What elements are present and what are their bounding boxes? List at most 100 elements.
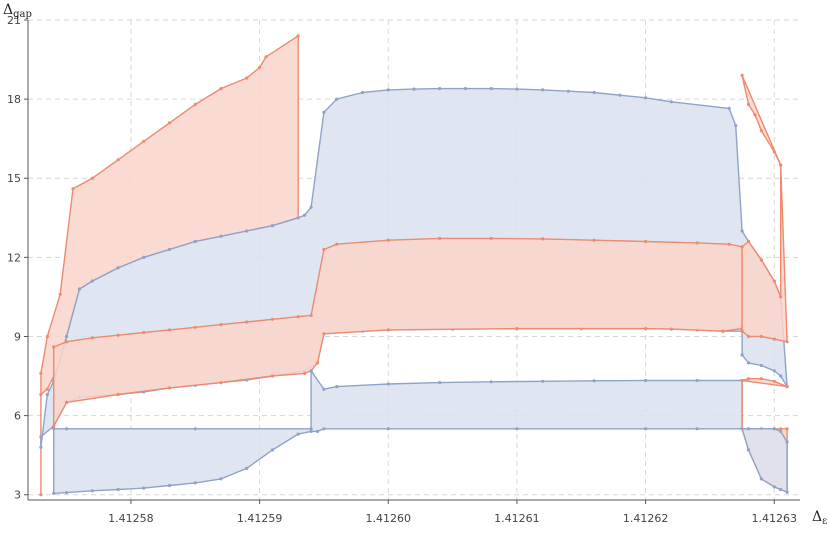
data-point (592, 90, 596, 95)
data-point (315, 429, 320, 433)
data-point (566, 89, 571, 93)
data-point (759, 377, 764, 381)
data-point (296, 34, 300, 38)
data-point (322, 427, 326, 431)
data-point (541, 379, 545, 383)
data-point (142, 255, 146, 259)
data-point (772, 379, 776, 383)
data-point (779, 487, 783, 492)
data-point (335, 97, 339, 101)
data-point (644, 327, 648, 331)
series-region-blue (740, 427, 789, 494)
data-point (296, 432, 300, 436)
x-tick-label: 1.41263 (752, 512, 798, 525)
data-point (167, 121, 172, 125)
data-point (296, 315, 300, 319)
data-point (193, 239, 197, 244)
data-point (386, 238, 390, 242)
data-point (193, 427, 197, 431)
data-point (772, 150, 776, 154)
data-point (592, 238, 596, 242)
data-point (727, 242, 731, 246)
data-point (740, 73, 744, 77)
data-point (270, 374, 275, 378)
data-point (45, 387, 49, 391)
data-point (322, 110, 326, 114)
data-point (759, 129, 764, 133)
data-point (335, 385, 339, 389)
data-point (270, 224, 275, 228)
y-axis-label: Δgap (3, 2, 32, 20)
data-point (695, 378, 699, 383)
data-point (245, 466, 249, 470)
data-point (734, 123, 738, 128)
data-point (193, 102, 197, 106)
series-region-orange (52, 236, 744, 428)
data-point (412, 87, 416, 91)
data-point (740, 229, 744, 233)
data-point (77, 287, 82, 291)
data-point (759, 258, 764, 262)
data-point (644, 427, 648, 431)
data-point (39, 371, 43, 375)
data-point (322, 247, 326, 252)
x-tick-label: 1.41258 (108, 512, 154, 525)
data-point (315, 361, 320, 365)
series-region-orange (740, 73, 789, 344)
y-tick-label: 3 (14, 489, 21, 502)
data-point (740, 427, 744, 431)
data-point (721, 329, 725, 333)
data-point (270, 448, 275, 452)
series-areas (39, 34, 789, 497)
data-point (303, 213, 307, 217)
data-point (335, 242, 339, 246)
data-point (245, 76, 249, 80)
data-point (438, 236, 442, 240)
data-point (142, 330, 146, 335)
data-point (541, 237, 545, 241)
data-point (322, 387, 326, 391)
data-point (219, 323, 223, 327)
data-point (644, 96, 648, 100)
data-point (753, 113, 757, 117)
data-point (746, 361, 751, 365)
data-point (116, 392, 120, 397)
data-point (772, 427, 776, 431)
data-point (90, 279, 94, 283)
data-point (116, 487, 120, 492)
data-point (45, 334, 49, 339)
data-point (65, 427, 69, 431)
data-point (52, 424, 56, 428)
data-point (309, 427, 313, 431)
data-point (296, 216, 300, 220)
x-tick-label: 1.41259 (237, 512, 283, 525)
y-tick-label: 15 (7, 172, 21, 185)
data-point (52, 345, 56, 349)
area-orange (53, 237, 743, 427)
data-point (779, 427, 783, 431)
data-point (772, 485, 776, 489)
data-point (309, 369, 313, 373)
data-point (167, 328, 172, 332)
data-point (45, 392, 49, 397)
data-point (65, 400, 69, 404)
data-point (515, 327, 519, 331)
data-point (779, 374, 783, 378)
data-point (759, 477, 764, 481)
data-point (463, 87, 468, 91)
data-point (116, 158, 120, 162)
data-point (438, 87, 442, 91)
x-tick-label: 1.41261 (494, 512, 540, 525)
data-point (219, 87, 223, 91)
data-point (245, 229, 249, 233)
data-point (309, 429, 313, 433)
data-point (644, 239, 648, 244)
series-region-blue (52, 369, 744, 495)
data-point (193, 481, 197, 485)
data-point (772, 337, 776, 341)
data-point (785, 440, 789, 444)
data-point (779, 429, 783, 433)
data-point (759, 363, 764, 368)
data-point (779, 163, 783, 167)
